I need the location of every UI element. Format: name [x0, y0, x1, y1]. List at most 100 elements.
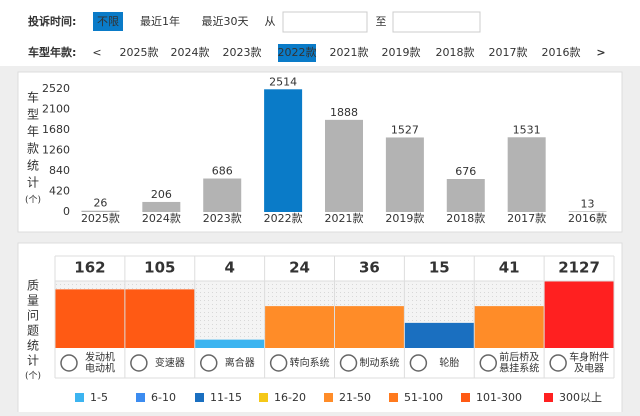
legend-swatch [324, 393, 333, 402]
time-option[interactable]: 最近1年 [140, 14, 180, 28]
y-axis-unit: (个) [25, 195, 41, 206]
category-label: 离合器 [225, 356, 255, 369]
x-tick-label: 2016款 [568, 211, 607, 225]
category-icon [479, 354, 497, 372]
y-tick-label: 0 [63, 205, 70, 218]
legend-label: 21-50 [339, 391, 371, 404]
category-icon [269, 354, 288, 372]
bar[interactable] [507, 137, 546, 212]
level-bar[interactable] [544, 281, 614, 348]
category-label: 轮胎 [439, 356, 459, 369]
year-option[interactable]: 2022款 [278, 45, 317, 59]
value-label: 26 [93, 197, 107, 210]
category-label: 前后桥及 [499, 351, 539, 364]
y-tick-label: 1680 [42, 123, 70, 136]
x-tick-label: 2022款 [264, 211, 303, 225]
y-axis-label: 量 [27, 294, 39, 308]
level-bar[interactable] [404, 322, 475, 348]
category-label: 车身附件 [569, 351, 609, 364]
value-label: 1527 [391, 123, 419, 136]
y-axis-label: 题 [27, 324, 39, 338]
time-option[interactable]: 最近30天 [202, 15, 249, 28]
x-tick-label: 2018款 [446, 211, 485, 225]
value-label: 1531 [513, 123, 541, 136]
option-selected [278, 44, 316, 62]
legend-label: 300以上 [559, 391, 602, 404]
year-option[interactable]: 2017款 [489, 45, 528, 59]
legend-swatch [75, 393, 84, 402]
y-axis-label: 计 [27, 176, 39, 190]
year-option[interactable]: 2016款 [542, 45, 581, 59]
date-input[interactable] [392, 11, 481, 33]
value-label: 686 [212, 165, 233, 178]
y-tick-label: 420 [49, 185, 70, 198]
category-label: 转向系统 [290, 356, 330, 369]
level-bar[interactable] [264, 306, 335, 348]
filter-panel [0, 0, 640, 66]
y-axis-label: 型 [27, 108, 39, 122]
bar[interactable] [446, 179, 485, 212]
year-option[interactable]: 2024款 [171, 45, 210, 59]
legend-label: 6-10 [151, 391, 176, 404]
legend-swatch [136, 393, 145, 402]
bar[interactable] [264, 89, 303, 212]
legend-swatch [461, 393, 470, 402]
x-tick-label: 2023款 [203, 211, 242, 225]
level-bar[interactable] [55, 289, 125, 348]
bar[interactable] [325, 119, 363, 212]
level-bar[interactable] [124, 289, 195, 348]
x-tick-label: 2024款 [142, 211, 181, 225]
y-tick-label: 2520 [42, 82, 70, 95]
value-label: 36 [359, 259, 380, 277]
level-bar[interactable] [334, 306, 405, 348]
time-option[interactable]: 不限 [97, 15, 119, 28]
category-icon [130, 354, 148, 372]
y-tick-label: 1260 [42, 144, 70, 157]
value-label: 105 [144, 259, 175, 277]
bar[interactable] [142, 201, 181, 212]
next-button[interactable]: > [596, 46, 605, 59]
value-label: 1888 [330, 106, 358, 119]
legend-label: 51-100 [404, 391, 443, 404]
year-option[interactable]: 2018款 [436, 45, 475, 59]
legend-swatch [389, 393, 398, 402]
prev-button[interactable]: < [92, 46, 101, 59]
year-option[interactable]: 2023款 [223, 45, 262, 59]
date-input[interactable] [282, 11, 368, 33]
y-axis-label: 统 [27, 159, 39, 173]
bar[interactable] [81, 210, 120, 212]
y-tick-label: 840 [49, 164, 70, 177]
bar[interactable] [385, 137, 424, 212]
x-tick-label: 2021款 [325, 211, 364, 225]
value-label: 206 [151, 188, 172, 201]
bar[interactable] [203, 178, 242, 212]
value-label: 676 [455, 165, 476, 178]
value-label: 162 [74, 259, 105, 277]
value-label: 4 [224, 259, 234, 277]
category-label: 制动系统 [360, 356, 400, 369]
y-axis-unit: (个) [25, 371, 41, 382]
bar[interactable] [568, 211, 607, 212]
level-bar[interactable] [194, 339, 265, 348]
y-tick-label: 2100 [42, 103, 70, 116]
value-label: 41 [499, 259, 520, 277]
category-icon [339, 354, 358, 372]
x-tick-label: 2017款 [507, 211, 546, 225]
year-option[interactable]: 2019款 [382, 45, 421, 59]
year-option[interactable]: 2021款 [330, 45, 369, 59]
category-icon [200, 354, 218, 372]
level-bar[interactable] [474, 306, 545, 348]
to-label: 至 [376, 15, 387, 28]
category-icon [549, 354, 567, 372]
category-label: 发动机 [85, 351, 115, 364]
y-axis-label: 年 [27, 125, 39, 139]
value-label: 24 [289, 259, 310, 277]
legend-label: 101-300 [476, 391, 522, 404]
y-axis-label: 质 [27, 279, 39, 293]
category-label: 悬挂系统 [499, 362, 539, 375]
legend-label: 11-15 [210, 391, 242, 404]
category-icon [409, 354, 428, 372]
value-label: 15 [429, 259, 450, 277]
value-label: 2127 [558, 259, 600, 277]
year-option[interactable]: 2025款 [120, 45, 159, 59]
